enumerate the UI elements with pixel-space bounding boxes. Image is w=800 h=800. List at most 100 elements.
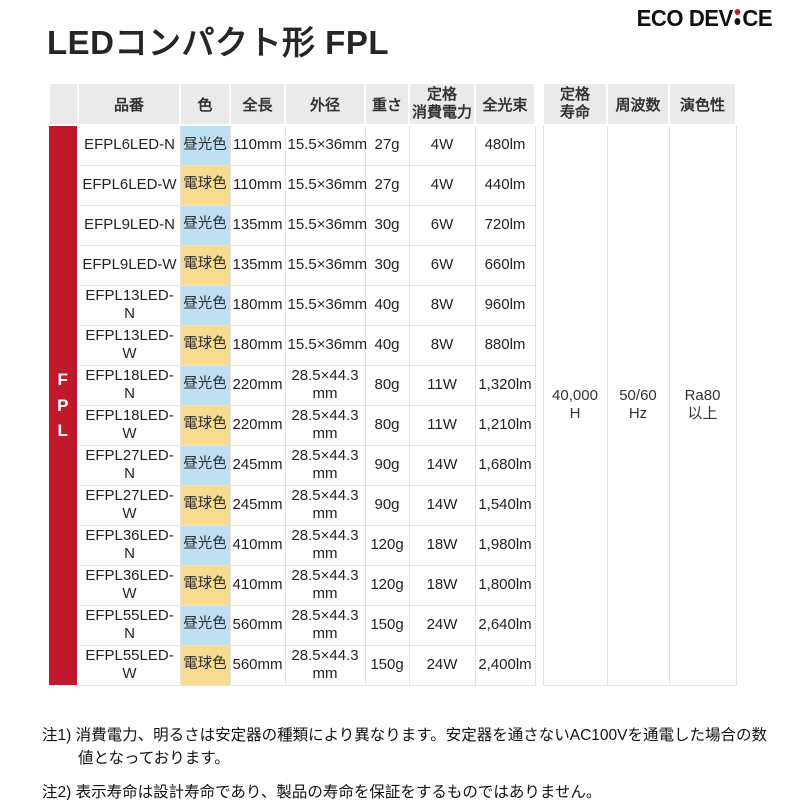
cell-color: 昼光色 <box>179 604 231 646</box>
cell-color: 電球色 <box>179 324 231 366</box>
header-color: 色 <box>179 82 231 126</box>
cell-weight: 40g <box>364 324 410 366</box>
cell-luminous-flux: 1,680lm <box>474 444 536 486</box>
cell-model: EFPL18LED-N <box>77 364 181 406</box>
cell-color: 昼光色 <box>179 524 231 566</box>
cell-luminous-flux: 2,400lm <box>474 644 536 686</box>
cell-luminous-flux: 1,980lm <box>474 524 536 566</box>
header-rated-power: 定格 消費電力 <box>408 82 476 126</box>
cell-weight: 90g <box>364 444 410 486</box>
cell-color: 電球色 <box>179 484 231 526</box>
cell-diameter: 15.5×36mm <box>284 204 367 246</box>
cell-weight: 30g <box>364 204 410 246</box>
cell-model: EFPL13LED-N <box>77 284 181 326</box>
cell-model: EFPL9LED-W <box>77 244 181 286</box>
table-row: EFPL27LED-N 昼光色 245mm 28.5×44.3 mm 90g 14W 1,6… <box>49 444 736 486</box>
cell-luminous-flux: 1,210lm <box>474 404 536 446</box>
cell-color-rendering: Ra80 以上 <box>668 124 737 686</box>
cell-model: EFPL55LED-W <box>77 644 181 686</box>
cell-luminous-flux: 1,800lm <box>474 564 536 606</box>
cell-luminous-flux: 2,640lm <box>474 604 536 646</box>
cell-diameter: 15.5×36mm <box>284 164 367 206</box>
cell-rated-power: 14W <box>408 444 476 486</box>
cell-rated-power: 24W <box>408 604 476 646</box>
cell-weight: 80g <box>364 404 410 446</box>
cell-diameter: 28.5×44.3 mm <box>284 444 366 486</box>
table-row: EFPL36LED-W 電球色 410mm 28.5×44.3 mm 120g 18W 1,… <box>49 564 736 606</box>
cell-model: EFPL9LED-N <box>77 204 181 246</box>
table-row: EFPL18LED-W 電球色 220mm 28.5×44.3 mm 80g 11W 1,2… <box>49 404 736 446</box>
cell-weight: 120g <box>364 564 410 606</box>
brand-logo-i-dots-icon <box>734 5 741 25</box>
header-weight: 重さ <box>364 82 410 126</box>
cell-model: EFPL13LED-W <box>77 324 181 366</box>
cell-luminous-flux: 960lm <box>474 284 536 326</box>
cell-length: 180mm <box>229 324 286 366</box>
table-row: EFPL55LED-W 電球色 560mm 28.5×44.3 mm 150g 24W 2,… <box>49 644 736 686</box>
header-color-rendering: 演色性 <box>668 82 737 126</box>
cell-frequency: 50/60 Hz <box>606 124 670 686</box>
brand-logo-text-eco: ECO <box>636 5 684 31</box>
table-row: EFPL9LED-N 昼光色 135mm 15.5×36mm 30g 6W 720lm <box>49 204 736 246</box>
cell-length: 560mm <box>229 644 286 686</box>
cell-model: EFPL27LED-N <box>77 444 181 486</box>
cell-rated-power: 14W <box>408 484 476 526</box>
cell-length: 245mm <box>229 444 286 486</box>
cell-luminous-flux: 660lm <box>474 244 536 286</box>
cell-weight: 40g <box>364 284 410 326</box>
footnotes: 注1) 消費電力、明るさは安定器の種類により異なります。安定器を通さないAC10… <box>42 724 776 800</box>
cell-length: 110mm <box>229 164 286 206</box>
spec-table: 品番 色 全長 外径 重さ 定格 消費電力 全光束 定格 寿命 周波数 演色性 … <box>48 82 737 686</box>
cell-diameter: 28.5×44.3 mm <box>284 484 366 526</box>
cell-color: 昼光色 <box>179 204 231 246</box>
cell-length: 220mm <box>229 404 286 446</box>
cell-diameter: 28.5×44.3 mm <box>284 404 366 446</box>
header-column-gap <box>534 83 544 125</box>
header-rated-life: 定格 寿命 <box>542 82 608 126</box>
cell-diameter: 15.5×36mm <box>284 124 367 166</box>
table-row: EFPL27LED-W 電球色 245mm 28.5×44.3 mm 90g 14W 1,5… <box>49 484 736 526</box>
cell-diameter: 28.5×44.3 mm <box>284 364 366 406</box>
side-label-fpl: F P L <box>49 124 80 685</box>
header-diameter: 外径 <box>284 82 366 126</box>
cell-length: 245mm <box>229 484 286 526</box>
cell-model: EFPL27LED-W <box>77 484 181 526</box>
cell-weight: 120g <box>364 524 410 566</box>
cell-model: EFPL6LED-W <box>77 164 181 206</box>
cell-diameter: 15.5×36mm <box>284 244 367 286</box>
cell-length: 410mm <box>229 524 286 566</box>
cell-model: EFPL6LED-N <box>77 124 181 166</box>
cell-rated-power: 4W <box>408 164 476 206</box>
cell-diameter: 28.5×44.3 mm <box>284 604 366 646</box>
cell-color: 電球色 <box>179 644 231 686</box>
cell-rated-power: 11W <box>408 364 476 406</box>
table-row: EFPL18LED-N 昼光色 220mm 28.5×44.3 mm 80g 11W 1,3… <box>49 364 736 406</box>
cell-length: 110mm <box>229 124 286 166</box>
column-gap <box>534 125 544 685</box>
cell-model: EFPL18LED-W <box>77 404 181 446</box>
cell-rated-power: 18W <box>408 524 476 566</box>
cell-color: 電球色 <box>179 164 231 206</box>
cell-luminous-flux: 720lm <box>474 204 536 246</box>
cell-luminous-flux: 1,540lm <box>474 484 536 526</box>
cell-length: 560mm <box>229 604 286 646</box>
cell-rated-power: 6W <box>408 204 476 246</box>
cell-weight: 80g <box>364 364 410 406</box>
cell-rated-power: 11W <box>408 404 476 446</box>
cell-rated-power: 8W <box>408 324 476 366</box>
table-row: EFPL55LED-N 昼光色 560mm 28.5×44.3 mm 150g 24W 2,… <box>49 604 736 646</box>
cell-model: EFPL36LED-W <box>77 564 181 606</box>
cell-length: 220mm <box>229 364 286 406</box>
header-length: 全長 <box>229 82 286 126</box>
cell-length: 180mm <box>229 284 286 326</box>
cell-rated-power: 18W <box>408 564 476 606</box>
header-empty <box>48 82 79 126</box>
cell-luminous-flux: 480lm <box>474 124 536 166</box>
cell-model: EFPL55LED-N <box>77 604 181 646</box>
cell-color: 昼光色 <box>179 124 231 166</box>
cell-color: 電球色 <box>179 404 231 446</box>
cell-color: 昼光色 <box>179 444 231 486</box>
cell-diameter: 28.5×44.3 mm <box>284 564 366 606</box>
table-header-row: 品番 色 全長 外径 重さ 定格 消費電力 全光束 定格 寿命 周波数 演色性 <box>48 82 737 126</box>
